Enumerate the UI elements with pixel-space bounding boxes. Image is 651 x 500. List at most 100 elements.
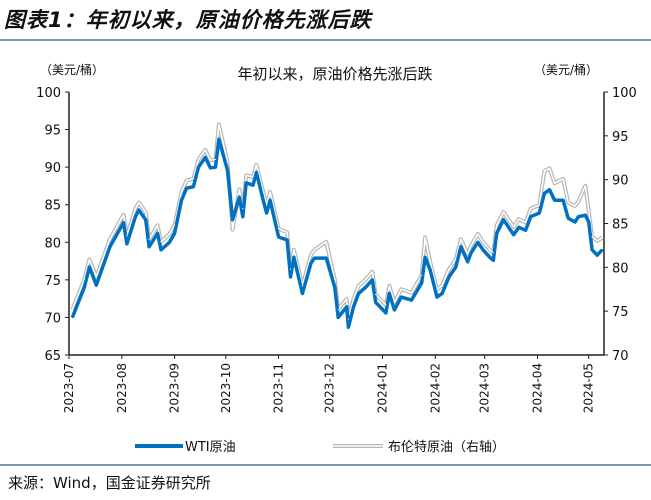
wti-point — [512, 233, 515, 236]
wti-point — [562, 199, 564, 202]
left-axis-unit: （美元/桶） — [40, 62, 104, 77]
brent-point — [489, 249, 491, 251]
wti-point — [148, 245, 150, 248]
brent-point — [584, 185, 586, 187]
brent-point — [577, 200, 580, 203]
brent-point — [214, 158, 217, 161]
wti-point — [441, 292, 443, 295]
brent-point — [138, 201, 140, 204]
brent-point — [71, 308, 74, 311]
wti-point — [347, 326, 350, 328]
right-tick-label: 70 — [612, 349, 629, 364]
brent-point — [310, 254, 312, 256]
right-tick-label: 80 — [612, 261, 629, 276]
brent-point — [477, 233, 479, 235]
brent-point — [238, 188, 240, 190]
brent-point — [83, 279, 85, 281]
brent-point — [148, 238, 150, 240]
wti-point — [197, 166, 200, 168]
wti-point — [192, 185, 195, 188]
right-axis-unit: （美元/桶） — [534, 62, 598, 77]
brent-point — [252, 176, 254, 178]
wti-point — [122, 221, 125, 224]
figure-title: 图表1：年初以来，原油价格先涨后跌 — [4, 8, 372, 32]
brent-point — [424, 236, 426, 239]
legend-brent-label: 布伦特原油（右轴） — [388, 440, 505, 455]
brent-point — [492, 251, 494, 254]
wti-point — [538, 212, 541, 214]
brent-point — [218, 123, 220, 126]
wti-point — [477, 241, 479, 244]
brent-point — [513, 226, 515, 228]
left-tick-label: 95 — [44, 124, 61, 139]
brent-point — [95, 276, 97, 278]
brent-point — [410, 292, 413, 294]
brent-point — [134, 207, 137, 210]
wti-point — [489, 256, 491, 259]
brent-point — [553, 182, 556, 184]
x-tick-label: 2023-09 — [168, 363, 182, 413]
brent-point — [277, 228, 280, 230]
wti-point — [591, 249, 593, 251]
wti-point — [185, 187, 188, 189]
wti-point — [543, 192, 546, 195]
brent-point — [518, 218, 520, 220]
brent-point — [334, 279, 336, 281]
wti-point — [214, 166, 217, 168]
brent-point — [266, 204, 268, 206]
wti-point — [218, 138, 220, 141]
brent-point — [337, 308, 339, 311]
right-tick-label: 95 — [612, 130, 629, 145]
brent-point — [289, 268, 292, 270]
wti-point — [204, 156, 207, 159]
brent-point — [538, 204, 540, 206]
wti-point — [255, 171, 258, 174]
wti-point — [529, 215, 532, 218]
wti-point — [374, 301, 377, 304]
wti-point — [466, 261, 469, 263]
wti-point — [601, 249, 604, 251]
brent-point — [204, 149, 206, 151]
brent-point — [262, 191, 264, 193]
brent-point — [375, 293, 377, 296]
brent-point — [185, 179, 188, 182]
wti-point — [371, 279, 374, 281]
wti-point — [134, 215, 137, 218]
left-tick-label: 90 — [44, 161, 61, 176]
brent-point — [467, 253, 469, 255]
brent-point — [574, 205, 576, 207]
brent-point — [231, 229, 234, 231]
brent-point — [525, 222, 527, 224]
x-tick-label: 2024-02 — [428, 363, 442, 413]
brent-point — [436, 288, 438, 290]
brent-point — [145, 211, 147, 213]
left-tick-label: 75 — [44, 274, 61, 289]
brent-point — [548, 167, 551, 169]
wti-point — [448, 276, 450, 278]
wti-point — [310, 262, 312, 265]
wti-point — [429, 269, 432, 271]
x-tick-label: 2024-03 — [478, 363, 492, 413]
wti-point — [364, 286, 367, 289]
left-tick-label: 65 — [44, 349, 61, 364]
wti-point — [313, 257, 316, 259]
brent-point — [168, 233, 171, 235]
wti-point — [400, 296, 403, 298]
wti-point — [180, 199, 183, 202]
brent-point — [126, 235, 128, 237]
wti-point — [524, 229, 527, 232]
wti-point — [231, 218, 234, 221]
wti-point — [277, 236, 280, 238]
wti-point — [252, 184, 254, 186]
brent-point — [388, 285, 390, 287]
brent-point — [109, 238, 111, 240]
brent-point — [192, 178, 194, 180]
wti-point — [502, 218, 505, 221]
wti-point — [337, 316, 340, 319]
x-tick-label: 2024-05 — [582, 363, 596, 413]
right-tick-label: 90 — [612, 174, 629, 189]
x-tick-label: 2024-01 — [376, 363, 390, 413]
wti-point — [156, 232, 159, 235]
brent-point — [245, 174, 247, 176]
